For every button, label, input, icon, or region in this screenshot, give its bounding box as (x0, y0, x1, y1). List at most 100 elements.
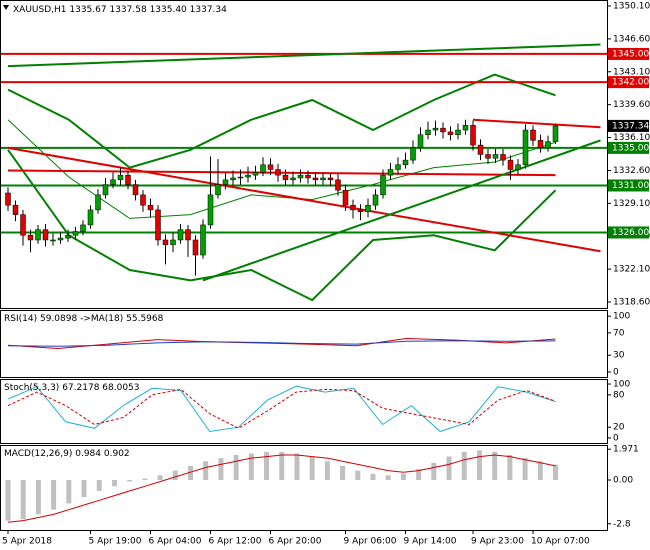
histogram-bar (431, 462, 437, 480)
indicator-value: 0.902 (104, 449, 130, 459)
candle-body (125, 174, 131, 185)
histogram-bar (309, 456, 315, 480)
candle-body (192, 239, 199, 256)
histogram-bar (553, 464, 558, 480)
y-tick-label: 1346.60 (613, 34, 650, 44)
candle-body (207, 194, 214, 226)
candle-body (545, 141, 551, 149)
candle-body (155, 209, 161, 241)
indicator-line (7, 388, 556, 429)
candle-body (350, 204, 356, 211)
level-label: 1335.00 (612, 143, 649, 153)
level-label-box (608, 179, 649, 192)
histogram-bar (218, 458, 224, 480)
indicator-header: RSI(14) 59.0898 ->MA(18) 55.5968 (4, 314, 164, 324)
candle-body (537, 140, 544, 149)
indicator-value: 68.0053 (102, 383, 139, 393)
y-tick-label: 0.00 (613, 476, 633, 486)
histogram-bar (233, 455, 239, 480)
ohlc-value: 1335.40 (150, 5, 187, 15)
level-label-box (608, 76, 649, 89)
y-tick-label: 1.971 (613, 445, 639, 455)
candle-body (5, 192, 11, 206)
trend-line (7, 169, 556, 177)
y-tick-label: 1336.10 (613, 133, 650, 143)
candle-body (530, 129, 536, 141)
candle-body (215, 184, 221, 196)
histogram-bar (96, 480, 102, 491)
bollinger-upper (7, 73, 556, 169)
candle-body (522, 129, 529, 166)
trend-line (472, 118, 601, 129)
indicator-value: 55.5968 (126, 314, 163, 324)
indicator-name: Stoch(5,3,3) (4, 383, 59, 393)
histogram-bar (157, 475, 163, 480)
histogram-bar (400, 473, 406, 480)
y-tick-label: 20 (613, 423, 625, 433)
level-label: 1326.00 (612, 228, 649, 238)
candle-body (462, 125, 469, 131)
candle-body (237, 176, 244, 179)
y-tick-label: 1318.60 (613, 297, 650, 307)
indicator-value: 67.2178 (62, 383, 99, 393)
candle-body (372, 194, 379, 206)
ohlc-value: 1337.34 (190, 5, 227, 15)
candle-body (297, 174, 304, 179)
candle-body (245, 174, 251, 178)
y-tick-label: 80 (613, 390, 625, 400)
histogram-bar (507, 455, 513, 480)
indicator-name: ->MA(18) (80, 314, 123, 324)
indicator-line (7, 340, 556, 347)
candle-body (20, 214, 26, 236)
histogram-bar (172, 470, 178, 480)
price-label: 1337.34 (612, 121, 649, 131)
price-label-box (608, 119, 649, 132)
candle-body (95, 194, 101, 211)
histogram-bar (142, 478, 148, 480)
indicator-panel (7, 337, 556, 350)
histogram-bar (111, 480, 117, 487)
histogram-bar (537, 461, 543, 480)
histogram-bar (66, 480, 72, 504)
panel-frame (0, 0, 608, 309)
chart-header: XAUUSD,H1 1335.67 1337.58 1335.40 1337.3… (13, 5, 227, 15)
y-tick-label: 0 (613, 367, 619, 377)
candle-body (357, 209, 364, 213)
candle-body (65, 235, 71, 239)
candle-body (110, 179, 116, 185)
header-icon (3, 5, 9, 10)
y-tick-label: 1343.10 (613, 67, 650, 77)
candle-body (425, 129, 431, 135)
candle-body (342, 189, 349, 206)
candle-body (402, 159, 409, 166)
candle-body (395, 164, 401, 170)
candle-body (102, 184, 109, 196)
x-tick-label: 9 Apr 14:00 (404, 537, 457, 547)
candle-body (507, 159, 514, 170)
y-tick-label: 1350.10 (613, 2, 650, 12)
y-tick-label: -2.8 (613, 519, 631, 529)
candle-body (230, 177, 236, 181)
indicator-value: 0.984 (75, 449, 101, 459)
candle-body (222, 179, 229, 185)
candle-body (140, 194, 146, 206)
y-tick-label: 1322.10 (613, 265, 650, 275)
panel-frame (0, 379, 608, 444)
indicator-header: Stoch(5,3,3) 67.2178 68.0053 (4, 383, 140, 393)
candle-body (27, 235, 34, 241)
candle-body (252, 172, 259, 176)
x-tick-label: 5 Apr 19:00 (89, 537, 142, 547)
candle-body (432, 127, 439, 131)
histogram-bar (35, 480, 41, 515)
histogram-bar (203, 461, 209, 480)
candle-body (552, 125, 559, 142)
x-tick-label: 6 Apr 04:00 (149, 537, 202, 547)
indicator-panel (5, 450, 558, 523)
histogram-bar (476, 450, 482, 480)
candle-body (12, 204, 19, 215)
level-label: 1331.00 (612, 181, 649, 191)
